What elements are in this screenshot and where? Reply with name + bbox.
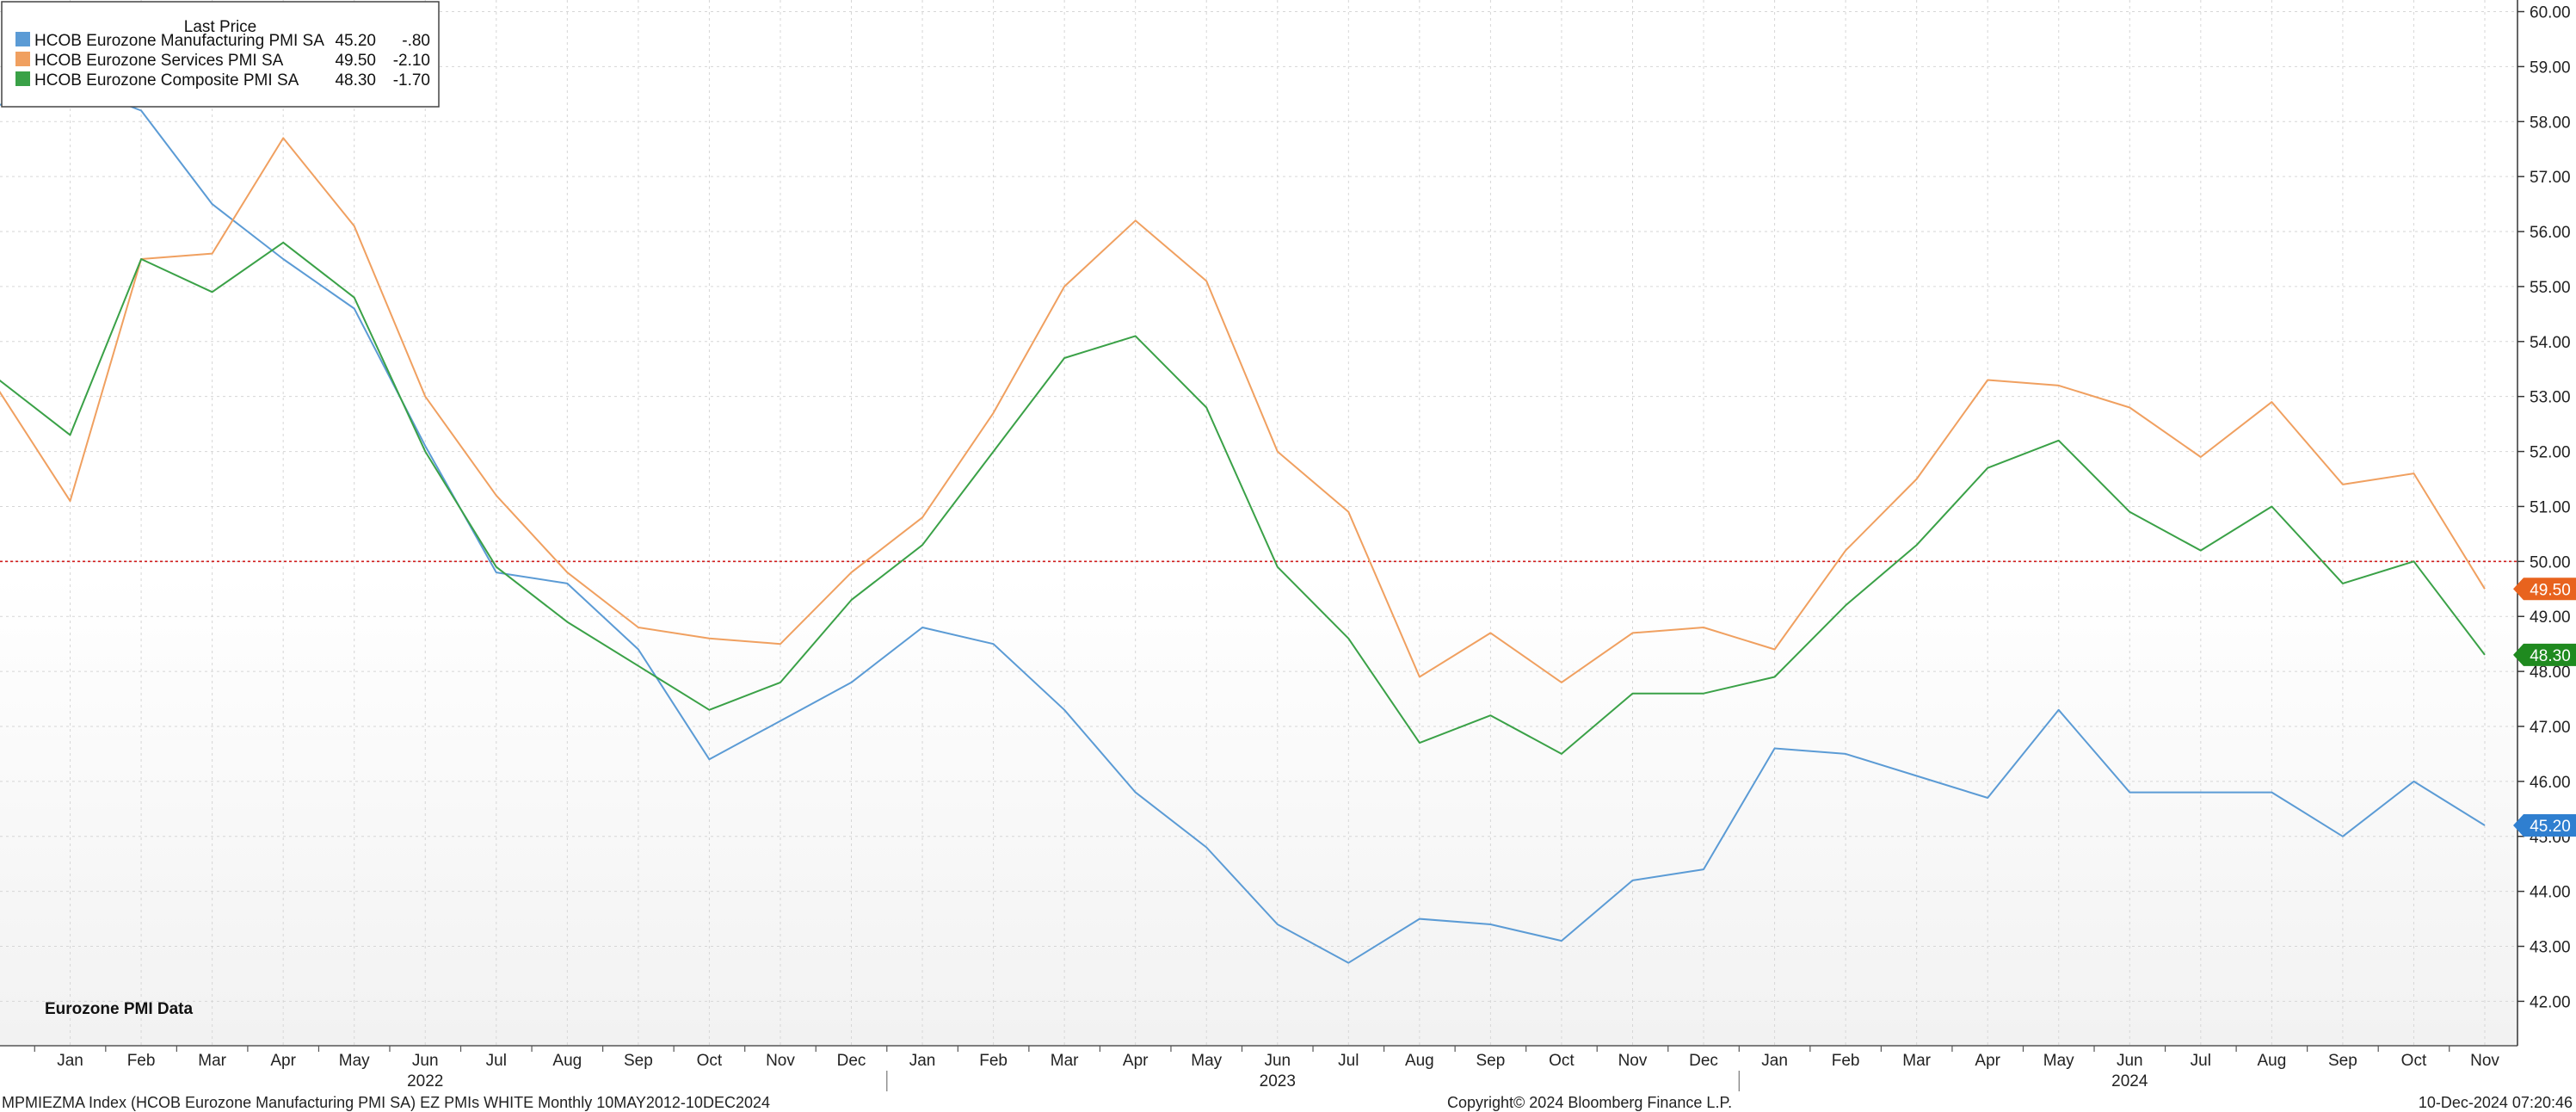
last-value-tag-shape xyxy=(2513,813,2576,837)
x-tick-label: Sep xyxy=(624,1052,653,1070)
x-tick-label: Apr xyxy=(1975,1052,2000,1070)
x-axis-ticks: Jan Feb Mar Apr May Jun Jul Aug Sep Oct Nov Dec Jan F… xyxy=(34,1046,2499,1091)
x-tick-label: Jan xyxy=(909,1052,936,1070)
x-tick-label: Jan xyxy=(1761,1052,1788,1070)
y-tick-label: 50.00 xyxy=(2530,553,2571,571)
x-tick-label: Apr xyxy=(270,1052,296,1070)
legend-swatch xyxy=(15,71,30,86)
x-tick-label: May xyxy=(1191,1052,1222,1070)
x-year-label: 2023 xyxy=(1260,1072,1296,1090)
y-tick-label: 56.00 xyxy=(2530,224,2571,242)
last-value-tag-shape xyxy=(2513,578,2576,601)
series-layer xyxy=(0,82,2486,964)
last-value-tag-shape xyxy=(2513,643,2576,666)
legend: Last Price HCOB Eurozone Manufacturing P… xyxy=(1,1,440,108)
x-tick-label: Jun xyxy=(1264,1052,1291,1070)
y-tick-label: 53.00 xyxy=(2530,389,2571,407)
x-tick-label: Mar xyxy=(1051,1052,1079,1070)
legend-swatch xyxy=(15,52,30,66)
x-tick-label: Jul xyxy=(486,1052,507,1070)
legend-last-price: 48.30 xyxy=(335,71,376,90)
last-value-tags: 49.50 48.30 45.20 xyxy=(2513,578,2576,837)
y-tick-label: 54.00 xyxy=(2530,334,2571,352)
y-tick-label: 59.00 xyxy=(2530,59,2571,77)
x-tick-label: Oct xyxy=(2401,1052,2427,1070)
x-tick-label: Oct xyxy=(697,1052,723,1070)
legend-row: HCOB Eurozone Composite PMI SA 48.30 -1.70 xyxy=(15,71,430,90)
legend-change: -2.10 xyxy=(393,52,430,70)
x-tick-label: Nov xyxy=(1618,1052,1648,1070)
y-tick-label: 57.00 xyxy=(2530,169,2571,187)
footer-center: Copyright© 2024 Bloomberg Finance L.P. xyxy=(1447,1094,1732,1111)
x-tick-label: Aug xyxy=(552,1052,582,1070)
y-tick-label: 49.00 xyxy=(2530,609,2571,627)
x-tick-label: Aug xyxy=(1405,1052,1434,1070)
last-value-tag-label: 49.50 xyxy=(2530,581,2571,599)
x-tick-label: Jul xyxy=(1338,1052,1359,1070)
x-tick-label: Feb xyxy=(979,1052,1008,1070)
legend-last-price: 45.20 xyxy=(335,32,376,50)
x-tick-label: Feb xyxy=(127,1052,156,1070)
x-tick-label: Sep xyxy=(1476,1052,1505,1070)
x-tick-label: May xyxy=(2043,1052,2074,1070)
last-value-tag-label: 48.30 xyxy=(2530,647,2571,665)
last-value-tag: 48.30 xyxy=(2513,643,2576,666)
composite-pmi-line xyxy=(0,241,2486,755)
y-tick-label: 44.00 xyxy=(2530,884,2571,902)
y-tick-label: 48.00 xyxy=(2530,664,2571,682)
legend-rows: HCOB Eurozone Manufacturing PMI SA 45.20-… xyxy=(15,32,430,90)
legend-series-name: HCOB Eurozone Services PMI SA xyxy=(34,52,284,70)
footer-left: MPMIEZMA Index (HCOB Eurozone Manufactur… xyxy=(2,1094,770,1111)
legend-change: -1.70 xyxy=(393,71,430,90)
x-tick-label: Jun xyxy=(2117,1052,2143,1070)
last-value-tag: 45.20 xyxy=(2513,813,2576,837)
x-tick-label: Nov xyxy=(766,1052,795,1070)
grid xyxy=(0,0,2517,1046)
x-tick-label: Mar xyxy=(1902,1052,1931,1070)
y-tick-label: 52.00 xyxy=(2530,444,2571,462)
legend-row: HCOB Eurozone Manufacturing PMI SA 45.20 -… xyxy=(15,32,430,50)
last-value-tag-label: 45.20 xyxy=(2530,818,2571,836)
x-tick-label: Jun xyxy=(412,1052,439,1070)
x-tick-label: Sep xyxy=(2328,1052,2357,1070)
manufacturing-pmi-line xyxy=(0,82,2486,964)
x-tick-label: Feb xyxy=(1832,1052,1860,1070)
chart-annotation: Eurozone PMI Data xyxy=(45,1000,194,1018)
x-tick-label: Apr xyxy=(1123,1052,1149,1070)
x-tick-label: Nov xyxy=(2470,1052,2499,1070)
x-tick-label: Jul xyxy=(2191,1052,2211,1070)
y-tick-label: 46.00 xyxy=(2530,774,2571,792)
x-tick-label: Dec xyxy=(837,1052,866,1070)
y-tick-label: 42.00 xyxy=(2530,993,2571,1011)
y-tick-label: 58.00 xyxy=(2530,114,2571,132)
legend-change: -.80 xyxy=(402,32,430,50)
y-tick-label: 55.00 xyxy=(2530,279,2571,297)
legend-swatch xyxy=(15,32,30,46)
y-axis-ticks: 42.0043.0044.0045.0046.0047.0048.0049.00… xyxy=(2517,4,2571,1011)
y-tick-label: 60.00 xyxy=(2530,4,2571,22)
y-tick-label: 43.00 xyxy=(2530,939,2571,957)
x-year-label: 2022 xyxy=(407,1072,443,1090)
legend-series-name: HCOB Eurozone Composite PMI SA xyxy=(34,71,299,90)
x-tick-label: Dec xyxy=(1689,1052,1718,1070)
legend-row: HCOB Eurozone Services PMI SA 49.50 -2.10 xyxy=(15,52,430,70)
last-value-tag: 49.50 xyxy=(2513,578,2576,601)
legend-series-name: HCOB Eurozone Manufacturing PMI SA xyxy=(34,32,324,50)
x-year-label: 2024 xyxy=(2111,1072,2148,1090)
y-tick-label: 47.00 xyxy=(2530,719,2571,737)
x-tick-label: Jan xyxy=(57,1052,83,1070)
footer-right: 10-Dec-2024 07:20:46 xyxy=(2419,1094,2573,1111)
x-tick-label: Oct xyxy=(1549,1052,1575,1070)
legend-header: Last Price xyxy=(184,18,256,36)
legend-box xyxy=(1,1,440,108)
legend-last-price: 49.50 xyxy=(335,52,376,70)
x-tick-label: May xyxy=(339,1052,370,1070)
x-tick-label: Aug xyxy=(2257,1052,2286,1070)
services-pmi-line xyxy=(0,137,2486,683)
x-tick-label: Mar xyxy=(198,1052,226,1070)
y-tick-label: 51.00 xyxy=(2530,498,2571,516)
